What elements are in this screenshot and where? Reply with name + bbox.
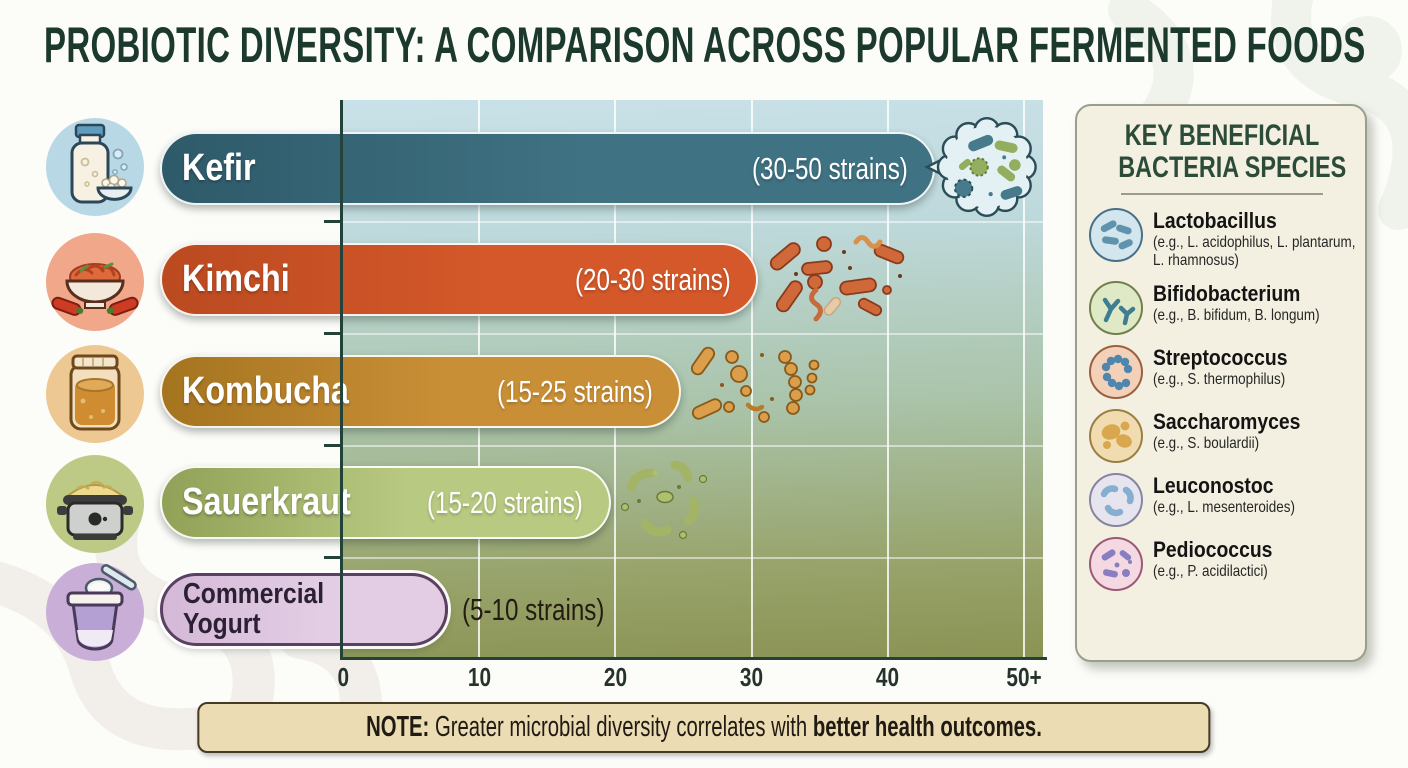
kimchi-bacteria-illustration (769, 235, 905, 322)
bar-row-kimchi: Kimchi (20-30 strains) (160, 243, 759, 316)
gridline-horizontal (343, 221, 1043, 223)
gridline-horizontal (343, 557, 1043, 559)
species-examples: (e.g., L. acidophilus, L. plantarum, L. … (1153, 234, 1356, 270)
species-name: Saccharomyces (1153, 408, 1301, 434)
lactobacillus-icon (1089, 208, 1143, 262)
kombucha-food-icon (46, 345, 144, 443)
gridline-vertical (886, 100, 889, 659)
x-tick-label-40: 40 (876, 662, 900, 692)
saccharomyces-icon (1089, 408, 1143, 463)
sauerkraut-bacteria-illustration (620, 460, 708, 540)
sauerkraut-food-icon (46, 455, 144, 553)
yogurt-food-icon (46, 563, 144, 661)
note-box: NOTE: Greater microbial diversity correl… (197, 702, 1211, 753)
pediococcus-icon (1089, 536, 1143, 591)
kefir-bacteria-illustration (924, 116, 1037, 218)
bar-label: Kimchi (182, 258, 290, 300)
bar-label: Sauerkraut (182, 481, 351, 523)
page-title: PROBIOTIC DIVERSITY: A COMPARISON ACROSS… (44, 17, 1366, 73)
legend-item-lactobacillus: Lactobacillus (e.g., L. acidophilus, L. … (1089, 208, 1355, 271)
streptococcus-icon (1089, 344, 1143, 399)
species-name: Streptococcus (1153, 344, 1288, 370)
bar-row-commercial-yogurt: Commercial Yogurt (5-10 strains) (160, 573, 604, 646)
y-axis-tick (324, 556, 341, 559)
species-name: Lactobacillus (1153, 208, 1277, 233)
bar-row-sauerkraut: Sauerkraut (15-20 strains) (160, 466, 612, 539)
bar-row-kefir: Kefir (30-50 strains) (160, 132, 936, 205)
bar-kefir: Kefir (30-50 strains) (160, 132, 936, 205)
species-examples: (e.g., L. mesenteroides) (1153, 498, 1295, 516)
gridline-horizontal (343, 333, 1043, 335)
legend-divider (1120, 193, 1324, 195)
bar-label: Kombucha (182, 370, 349, 412)
bar-label: Kefir (182, 147, 256, 189)
legend-panel: KEY BENEFICIAL BACTERIA SPECIES Lactobac… (1075, 104, 1367, 662)
legend-title: KEY BENEFICIAL BACTERIA SPECIES (1118, 119, 1347, 184)
x-tick-label-0: 0 (337, 662, 349, 692)
y-axis-tick (324, 220, 341, 223)
kimchi-food-icon (46, 233, 144, 331)
species-name: Pediococcus (1153, 536, 1273, 562)
x-tick-label-30: 30 (740, 662, 764, 692)
bar-value: (5-10 strains) (462, 591, 605, 627)
bar-label: Commercial Yogurt (183, 577, 325, 640)
x-tick-label-10: 10 (467, 662, 491, 692)
legend-item-leuconostoc: Leuconostoc (e.g., L. mesenteroides) (1089, 472, 1355, 527)
bar-value: (15-20 strains) (427, 484, 584, 520)
gridline-vertical (750, 100, 753, 659)
x-tick-label-50plus: 50+ (1006, 662, 1042, 692)
bar-kimchi: Kimchi (20-30 strains) (160, 243, 759, 316)
bar-row-kombucha: Kombucha (15-25 strains) (160, 355, 681, 428)
bar-commercial-yogurt: Commercial Yogurt (160, 573, 448, 646)
species-examples: (e.g., S. thermophilus) (1153, 370, 1286, 388)
y-axis-tick (324, 444, 341, 447)
species-examples: (e.g., B. bifidum, B. longum) (1153, 306, 1320, 324)
bar-kombucha: Kombucha (15-25 strains) (160, 355, 681, 428)
bifidobacterium-icon (1089, 280, 1143, 335)
note-text: NOTE: Greater microbial diversity correl… (366, 711, 1042, 743)
species-name: Bifidobacterium (1153, 280, 1301, 306)
bar-value: (20-30 strains) (574, 261, 731, 297)
legend-item-saccharomyces: Saccharomyces (e.g., S. boulardii) (1089, 408, 1355, 463)
legend-item-streptococcus: Streptococcus (e.g., S. thermophilus) (1089, 344, 1355, 399)
kefir-food-icon (46, 118, 144, 216)
legend-item-pediococcus: Pediococcus (e.g., P. acidilactici) (1089, 536, 1355, 591)
gridline-vertical (1023, 100, 1025, 659)
species-examples: (e.g., P. acidilactici) (1153, 562, 1268, 580)
y-axis-line (340, 100, 343, 660)
x-tick-label-20: 20 (603, 662, 627, 692)
bar-sauerkraut: Sauerkraut (15-20 strains) (160, 466, 612, 539)
legend-item-bifidobacterium: Bifidobacterium (e.g., B. bifidum, B. lo… (1089, 280, 1355, 335)
bar-value: (15-25 strains) (496, 373, 653, 409)
leuconostoc-icon (1089, 472, 1143, 527)
y-axis-tick (324, 332, 341, 335)
gridline-horizontal (343, 445, 1043, 447)
kombucha-bacteria-illustration (690, 346, 820, 423)
species-examples: (e.g., S. boulardii) (1153, 434, 1260, 452)
species-name: Leuconostoc (1153, 472, 1274, 498)
bar-value: (30-50 strains) (751, 150, 908, 186)
x-axis-line (340, 657, 1047, 660)
